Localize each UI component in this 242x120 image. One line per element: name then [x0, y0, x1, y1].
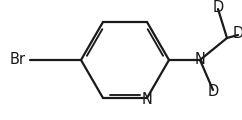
Text: N: N [142, 93, 152, 108]
Text: N: N [195, 53, 205, 67]
Text: Br: Br [10, 53, 26, 67]
Text: D: D [212, 0, 224, 15]
Text: D: D [207, 84, 219, 99]
Text: D: D [232, 27, 242, 42]
